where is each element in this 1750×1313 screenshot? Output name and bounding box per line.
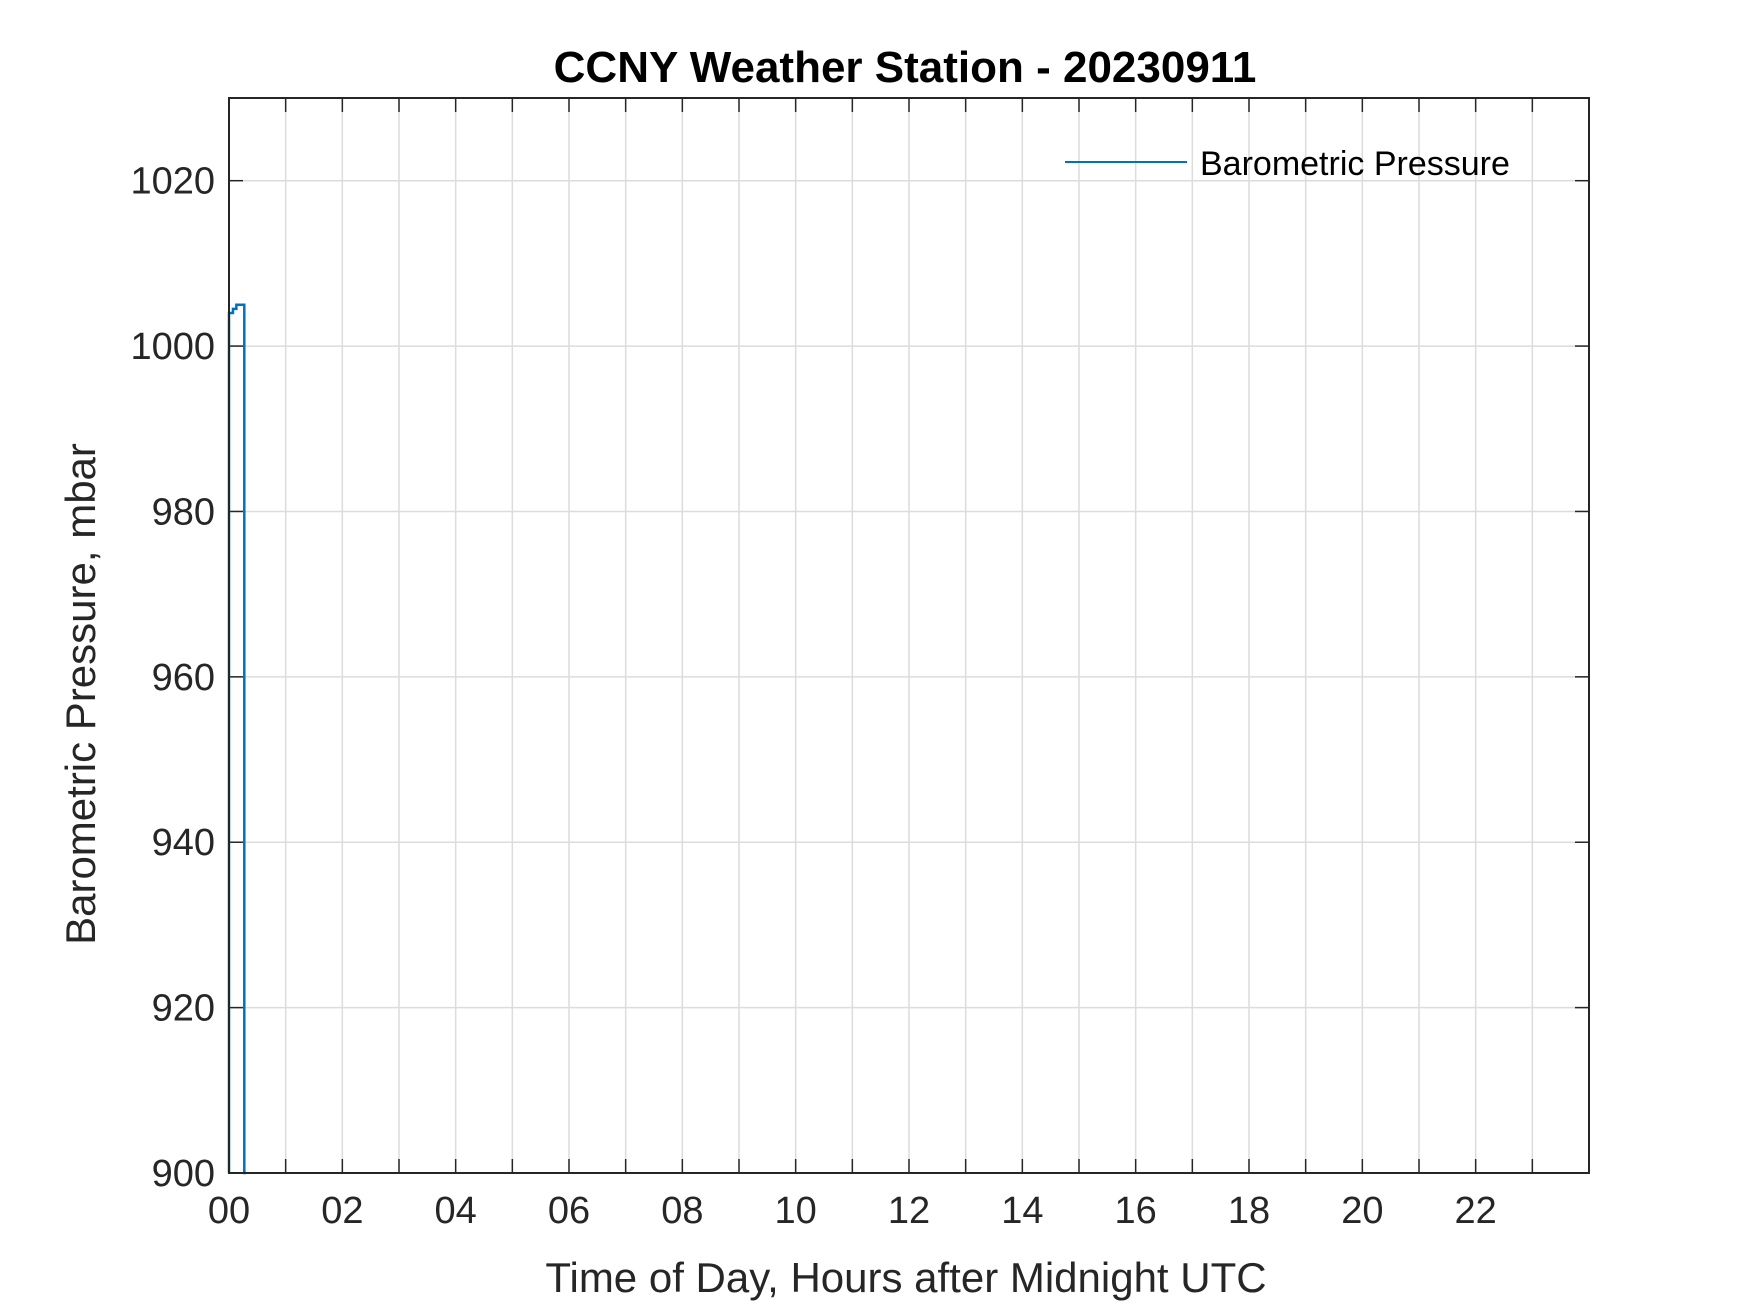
legend: Barometric Pressure [1065, 145, 1510, 183]
grid-lines [228, 98, 1589, 1174]
x-tick-label: 02 [321, 1190, 363, 1232]
x-tick-label: 22 [1455, 1190, 1497, 1232]
y-tick-label: 900 [152, 1153, 215, 1195]
y-tick-label: 920 [152, 988, 215, 1030]
x-tick-label: 08 [661, 1190, 703, 1232]
y-tick-label: 1020 [130, 161, 215, 203]
y-tick-label: 960 [152, 657, 215, 699]
y-axis-label: Barometric Pressure, mbar [57, 443, 104, 945]
x-axis-label: Time of Day, Hours after Midnight UTC [545, 1254, 1266, 1301]
y-tick-label: 1000 [130, 326, 215, 368]
chart-title: CCNY Weather Station - 20230911 [554, 43, 1257, 92]
x-tick-label: 18 [1228, 1190, 1270, 1232]
x-tick-label: 16 [1115, 1190, 1157, 1232]
plot-area-frame [228, 97, 1590, 1174]
axis-ticks [228, 98, 1589, 1174]
x-tick-label: 06 [548, 1190, 590, 1232]
x-tick-label: 04 [435, 1190, 477, 1232]
series-layer [227, 303, 246, 1175]
series-line-barometric-pressure [227, 303, 246, 1175]
x-tick-label: 20 [1341, 1190, 1383, 1232]
legend-label-barometric-pressure: Barometric Pressure [1200, 145, 1510, 183]
x-tick-label: 00 [208, 1190, 250, 1232]
y-tick-label: 980 [152, 491, 215, 533]
y-tick-labels: 900 920 940 960 980 1000 1020 [130, 161, 215, 1195]
x-tick-label: 14 [1001, 1190, 1043, 1232]
y-tick-label: 940 [152, 822, 215, 864]
x-tick-label: 12 [888, 1190, 930, 1232]
x-tick-label: 10 [775, 1190, 817, 1232]
x-tick-labels: 00 02 04 06 08 10 12 14 16 18 20 22 [208, 1190, 1497, 1232]
